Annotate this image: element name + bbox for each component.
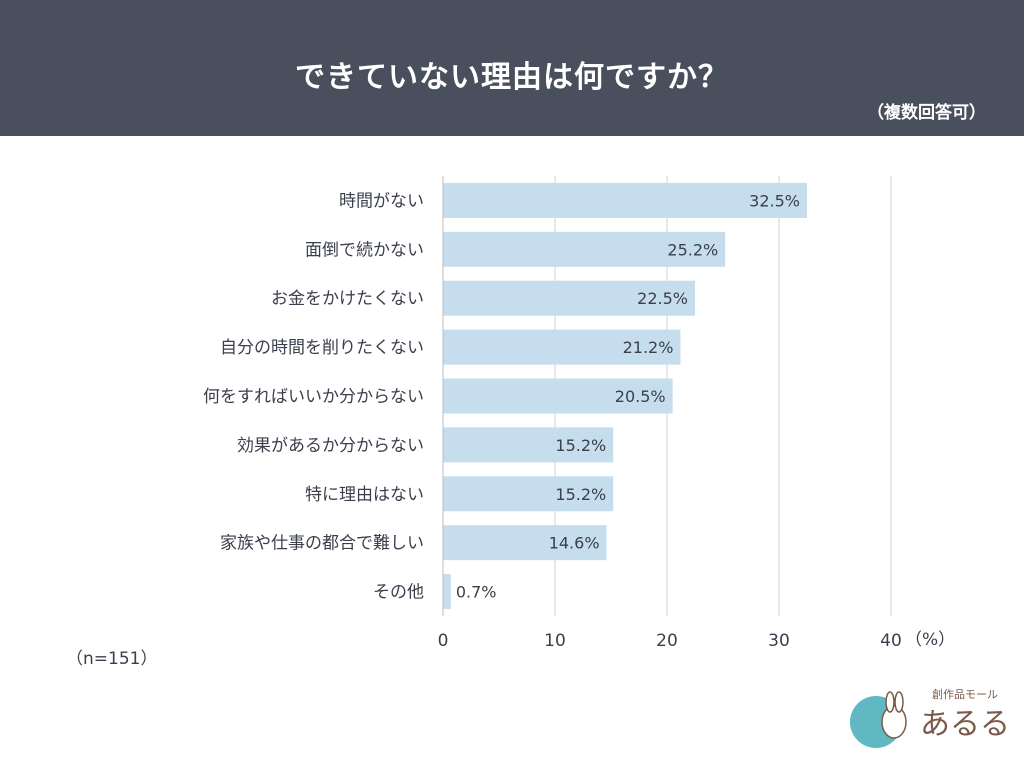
header-banner: できていない理由は何ですか？ （複数回答可） bbox=[0, 0, 1024, 136]
value-label-6: 15.2% bbox=[555, 485, 606, 504]
bar-6 bbox=[443, 476, 614, 512]
x-tick-label-10: 10 bbox=[544, 631, 566, 651]
category-label-1: 面倒で続かない bbox=[305, 240, 424, 260]
category-label-3: 自分の時間を削りたくない bbox=[220, 338, 424, 358]
value-label-8: 0.7% bbox=[456, 583, 497, 602]
page-subtitle: （複数回答可） bbox=[867, 103, 986, 123]
x-tick-label-40: 40 bbox=[880, 631, 902, 651]
bar-4 bbox=[443, 378, 673, 414]
sample-size-note: （n=151） bbox=[66, 649, 158, 669]
category-label-4: 何をすればいいか分からない bbox=[203, 387, 424, 407]
value-label-7: 14.6% bbox=[549, 534, 600, 553]
x-unit-label: （%） bbox=[905, 630, 955, 650]
bar-0 bbox=[443, 182, 807, 218]
category-label-8: その他 bbox=[373, 583, 424, 603]
category-label-7: 家族や仕事の都合で難しい bbox=[220, 534, 424, 554]
brand-logo: 創作品モール あるる bbox=[850, 687, 1008, 748]
value-label-5: 15.2% bbox=[555, 436, 606, 455]
category-label-0: 時間がない bbox=[339, 191, 424, 211]
value-label-3: 21.2% bbox=[623, 338, 674, 357]
value-label-1: 25.2% bbox=[667, 240, 718, 259]
bar-1 bbox=[443, 231, 726, 267]
value-label-2: 22.5% bbox=[637, 289, 688, 308]
category-label-6: 特に理由はない bbox=[305, 485, 424, 505]
bar-7 bbox=[443, 525, 607, 561]
logo-tagline: 創作品モール bbox=[932, 687, 998, 701]
category-label-5: 効果があるか分からない bbox=[237, 436, 424, 456]
bar-3 bbox=[443, 329, 681, 365]
x-tick-label-0: 0 bbox=[438, 631, 449, 651]
bar-5 bbox=[443, 427, 614, 463]
value-label-0: 32.5% bbox=[749, 191, 800, 210]
category-label-2: お金をかけたくない bbox=[271, 289, 424, 309]
rabbit-icon bbox=[881, 705, 907, 739]
bar-2 bbox=[443, 280, 695, 316]
x-tick-label-20: 20 bbox=[656, 631, 678, 651]
logo-name: あるる bbox=[920, 707, 1008, 742]
value-label-4: 20.5% bbox=[615, 387, 666, 406]
page-title: できていない理由は何ですか？ bbox=[295, 60, 729, 95]
bar-8 bbox=[443, 574, 451, 610]
x-tick-label-30: 30 bbox=[768, 631, 790, 651]
